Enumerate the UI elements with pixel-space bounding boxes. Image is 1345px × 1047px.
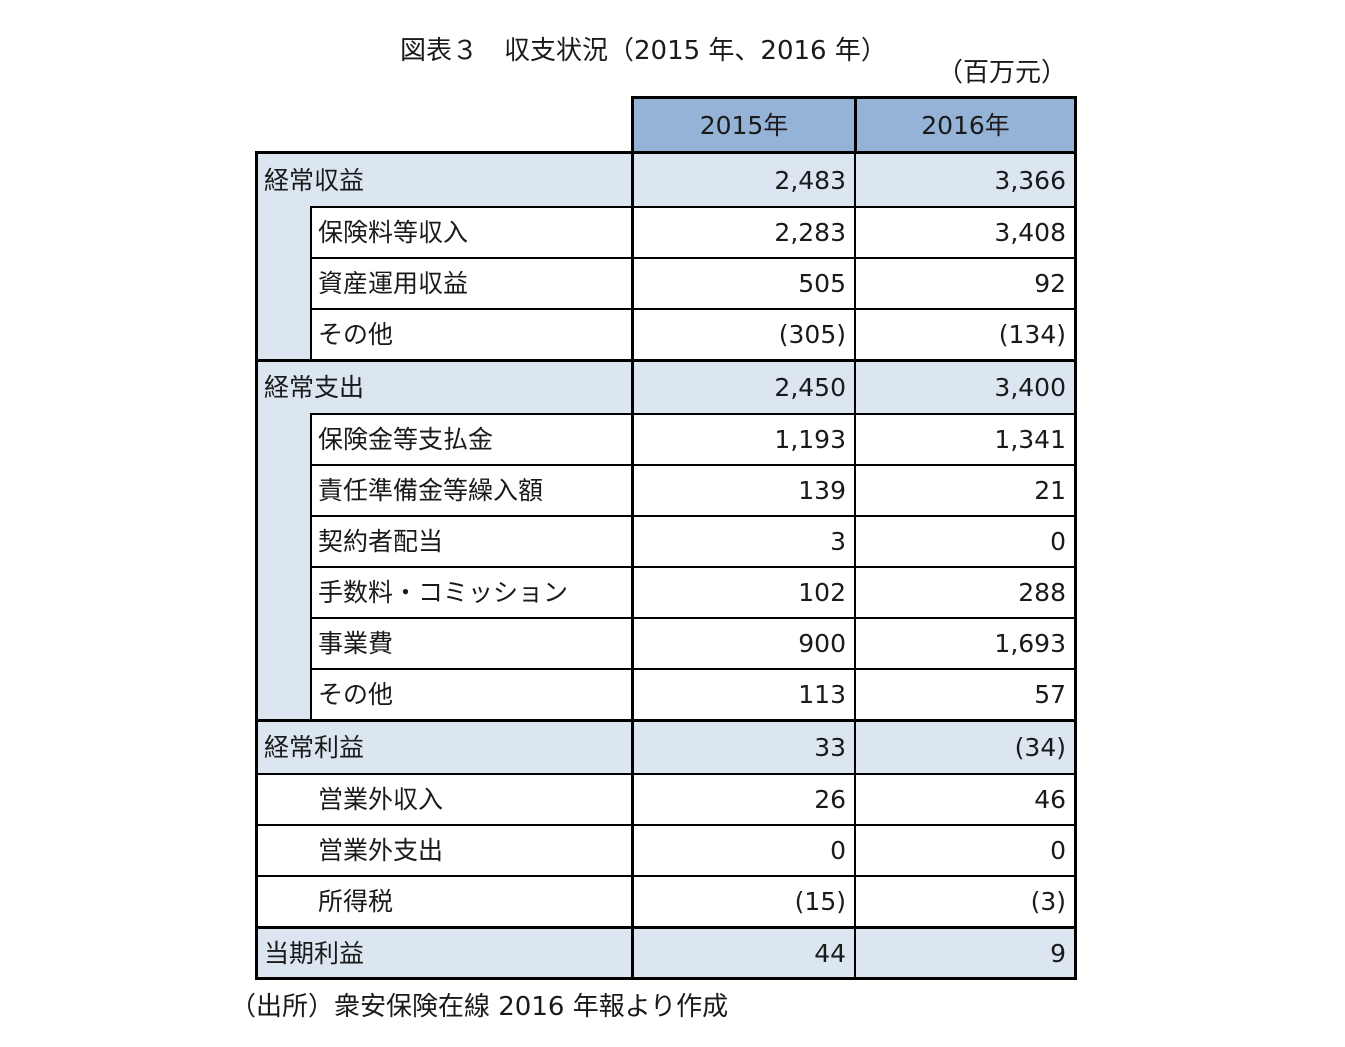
- indent-strip: [255, 308, 310, 359]
- row-label: 経常支出: [255, 359, 631, 413]
- row-value-2015: 44: [631, 926, 854, 980]
- row-label: 資産運用収益: [310, 257, 631, 308]
- indent-strip: [255, 206, 310, 257]
- column-header-2015: 2015年: [631, 96, 854, 151]
- row-value-2016: (134): [854, 308, 1077, 359]
- row-value-2016: 92: [854, 257, 1077, 308]
- row-label: 経常収益: [255, 151, 631, 206]
- row-value-2016: 1,693: [854, 617, 1077, 668]
- row-value-2016: 57: [854, 668, 1077, 719]
- indent-strip: [255, 464, 310, 515]
- row-label: 経常利益: [255, 719, 631, 773]
- row-label: 手数料・コミッション: [310, 566, 631, 617]
- row-value-2015: (305): [631, 308, 854, 359]
- row-label: 営業外収入: [255, 773, 631, 824]
- row-value-2016: 0: [854, 515, 1077, 566]
- row-value-2015: 900: [631, 617, 854, 668]
- row-value-2015: 505: [631, 257, 854, 308]
- indent-strip: [255, 413, 310, 464]
- indent-strip: [255, 566, 310, 617]
- row-label: 保険料等収入: [310, 206, 631, 257]
- row-value-2016: 0: [854, 824, 1077, 875]
- indent-strip: [255, 668, 310, 719]
- indent-strip: [255, 617, 310, 668]
- row-value-2016: 46: [854, 773, 1077, 824]
- row-value-2015: 2,283: [631, 206, 854, 257]
- indent-strip: [255, 257, 310, 308]
- row-value-2016: 3,408: [854, 206, 1077, 257]
- row-value-2016: (34): [854, 719, 1077, 773]
- row-label: その他: [310, 308, 631, 359]
- row-label: 所得税: [255, 875, 631, 926]
- row-value-2015: 102: [631, 566, 854, 617]
- row-value-2015: 0: [631, 824, 854, 875]
- row-value-2016: (3): [854, 875, 1077, 926]
- row-value-2015: (15): [631, 875, 854, 926]
- row-value-2015: 113: [631, 668, 854, 719]
- row-label: 保険金等支払金: [310, 413, 631, 464]
- indent-strip: [255, 515, 310, 566]
- source-note: （出所）衆安保険在線 2016 年報より作成: [230, 992, 729, 1022]
- row-value-2015: 2,450: [631, 359, 854, 413]
- page-title: 図表３ 収支状況（2015 年、2016 年）: [400, 36, 887, 66]
- row-value-2016: 3,366: [854, 151, 1077, 206]
- row-value-2016: 9: [854, 926, 1077, 980]
- row-label: 当期利益: [255, 926, 631, 980]
- row-value-2015: 139: [631, 464, 854, 515]
- row-value-2015: 33: [631, 719, 854, 773]
- row-value-2015: 26: [631, 773, 854, 824]
- unit-label: （百万元）: [937, 58, 1068, 88]
- column-header-2016: 2016年: [854, 96, 1077, 151]
- row-value-2015: 1,193: [631, 413, 854, 464]
- row-label: 営業外支出: [255, 824, 631, 875]
- row-value-2016: 288: [854, 566, 1077, 617]
- row-label: 契約者配当: [310, 515, 631, 566]
- row-value-2015: 2,483: [631, 151, 854, 206]
- row-value-2016: 21: [854, 464, 1077, 515]
- row-value-2016: 3,400: [854, 359, 1077, 413]
- row-label: その他: [310, 668, 631, 719]
- row-label: 事業費: [310, 617, 631, 668]
- row-value-2016: 1,341: [854, 413, 1077, 464]
- row-value-2015: 3: [631, 515, 854, 566]
- row-label: 責任準備金等繰入額: [310, 464, 631, 515]
